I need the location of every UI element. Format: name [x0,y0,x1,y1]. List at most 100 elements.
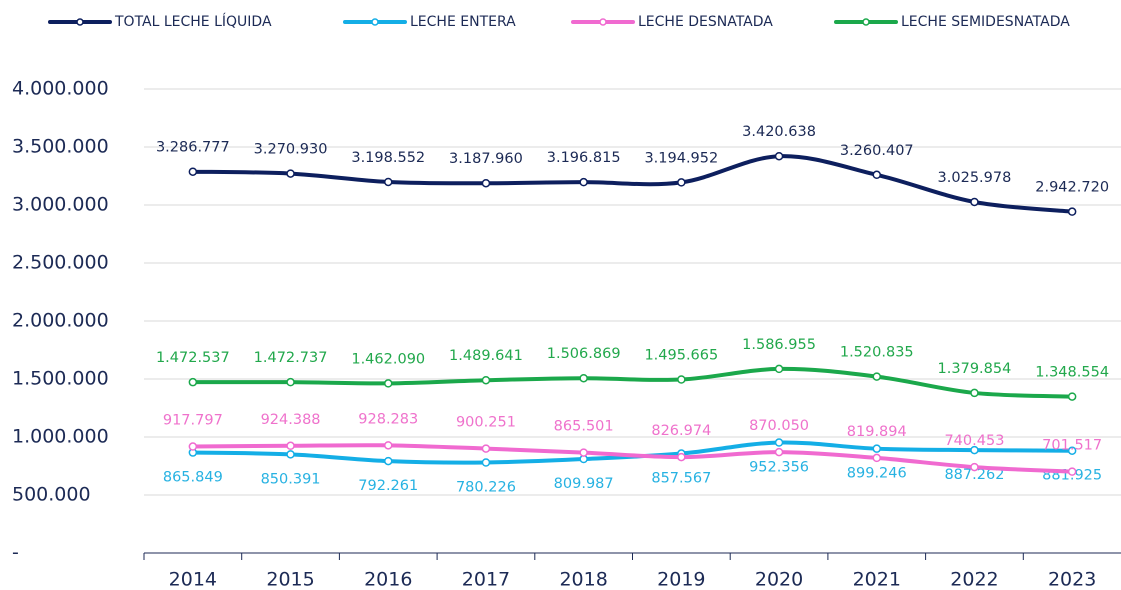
point [481,375,491,385]
data-label: 819.894 [847,424,907,440]
point [384,379,393,388]
data-label: 917.797 [163,413,223,429]
series-line [190,443,1075,474]
data-label: 1.462.090 [351,351,425,367]
data-label: 900.251 [456,415,516,431]
data-label: 780.226 [456,479,516,495]
point [1067,467,1077,476]
y-tick-label: 500.000 [12,484,91,506]
x-tick-label: 2023 [1048,569,1096,590]
y-tick-label: 1.500.000 [12,368,109,390]
data-label: 1.495.665 [644,348,718,364]
data-label: 3.194.952 [644,150,718,166]
point [188,167,198,176]
data-label: 1.472.537 [156,350,230,366]
series-line [190,154,1075,214]
x-tick-label: 2016 [364,569,412,590]
data-label: 1.379.854 [938,361,1012,377]
data-label: 792.261 [358,478,418,494]
data-label: 928.283 [358,411,418,427]
data-label: 1.506.869 [547,346,621,362]
point [970,388,979,398]
data-label: 3.196.815 [547,150,621,166]
data-label: 870.050 [749,418,809,434]
point [774,438,784,447]
legend-dot [371,18,379,26]
point [481,444,491,453]
data-label: 3.420.638 [742,124,816,140]
x-tick-label: 2021 [853,569,901,590]
point [872,170,881,180]
y-tick-label: 2.500.000 [12,252,109,274]
y-tick-label: 4.000.000 [12,78,109,100]
data-label: 740.453 [944,433,1004,449]
data-label: 826.974 [651,423,711,439]
legend-label: LECHE SEMIDESNATADA [901,14,1070,30]
point [384,441,393,450]
data-label: 701.517 [1042,438,1102,454]
data-label: 887.262 [944,467,1004,483]
point [970,462,979,472]
legend-dot [599,18,607,26]
y-tick-label: 1.000.000 [12,426,109,448]
point [286,441,295,451]
x-tick-label: 2018 [559,569,607,590]
x-tick-label: 2022 [950,569,998,590]
data-label: 1.586.955 [742,337,816,353]
point [579,373,588,383]
point [286,169,295,178]
point [579,448,588,457]
y-tick-label: 3.000.000 [12,194,109,216]
point [384,177,393,187]
data-label: 3.286.777 [156,140,230,156]
legend-label: TOTAL LECHE LÍQUIDA [114,13,272,30]
point [677,375,686,384]
data-label: 1.489.641 [449,348,523,364]
legend-label: LECHE ENTERA [410,14,516,30]
point [677,452,686,462]
data-label: 3.025.978 [938,170,1012,186]
data-label: 809.987 [554,476,614,492]
point [872,444,881,453]
data-label: 3.198.552 [351,150,425,166]
point [774,151,784,161]
point [970,197,979,207]
point [677,178,686,187]
point [774,364,784,374]
y-tick-label: 2.000.000 [12,310,109,332]
point [384,456,393,466]
point [774,447,784,457]
data-label: 1.472.737 [254,350,328,366]
point [872,372,881,381]
point [872,453,881,463]
data-label: 865.501 [554,419,614,435]
data-label: 857.567 [651,471,711,487]
point [188,442,198,451]
point [1067,446,1077,455]
data-label: 3.187.960 [449,151,523,167]
x-tick-label: 2019 [657,569,705,590]
series-line [190,366,1075,399]
y-tick-label: - [12,542,19,564]
x-tick-label: 2014 [169,569,217,590]
data-label: 865.849 [163,470,223,486]
point [579,177,588,187]
point [970,445,979,455]
point [188,377,198,387]
data-label: 1.520.835 [840,345,914,361]
point [1067,207,1077,216]
legend-label: LECHE DESNATADA [638,14,773,30]
data-label: 952.356 [749,460,809,476]
point [286,450,295,459]
data-label: 2.942.720 [1035,180,1109,196]
data-label: 850.391 [261,471,321,487]
x-tick-label: 2015 [266,569,314,590]
data-label: 899.246 [847,466,907,482]
point [286,377,295,387]
y-tick-label: 3.500.000 [12,136,109,158]
x-tick-label: 2020 [755,569,803,590]
point [1067,392,1077,401]
data-label: 3.260.407 [840,143,914,159]
point [481,178,491,188]
